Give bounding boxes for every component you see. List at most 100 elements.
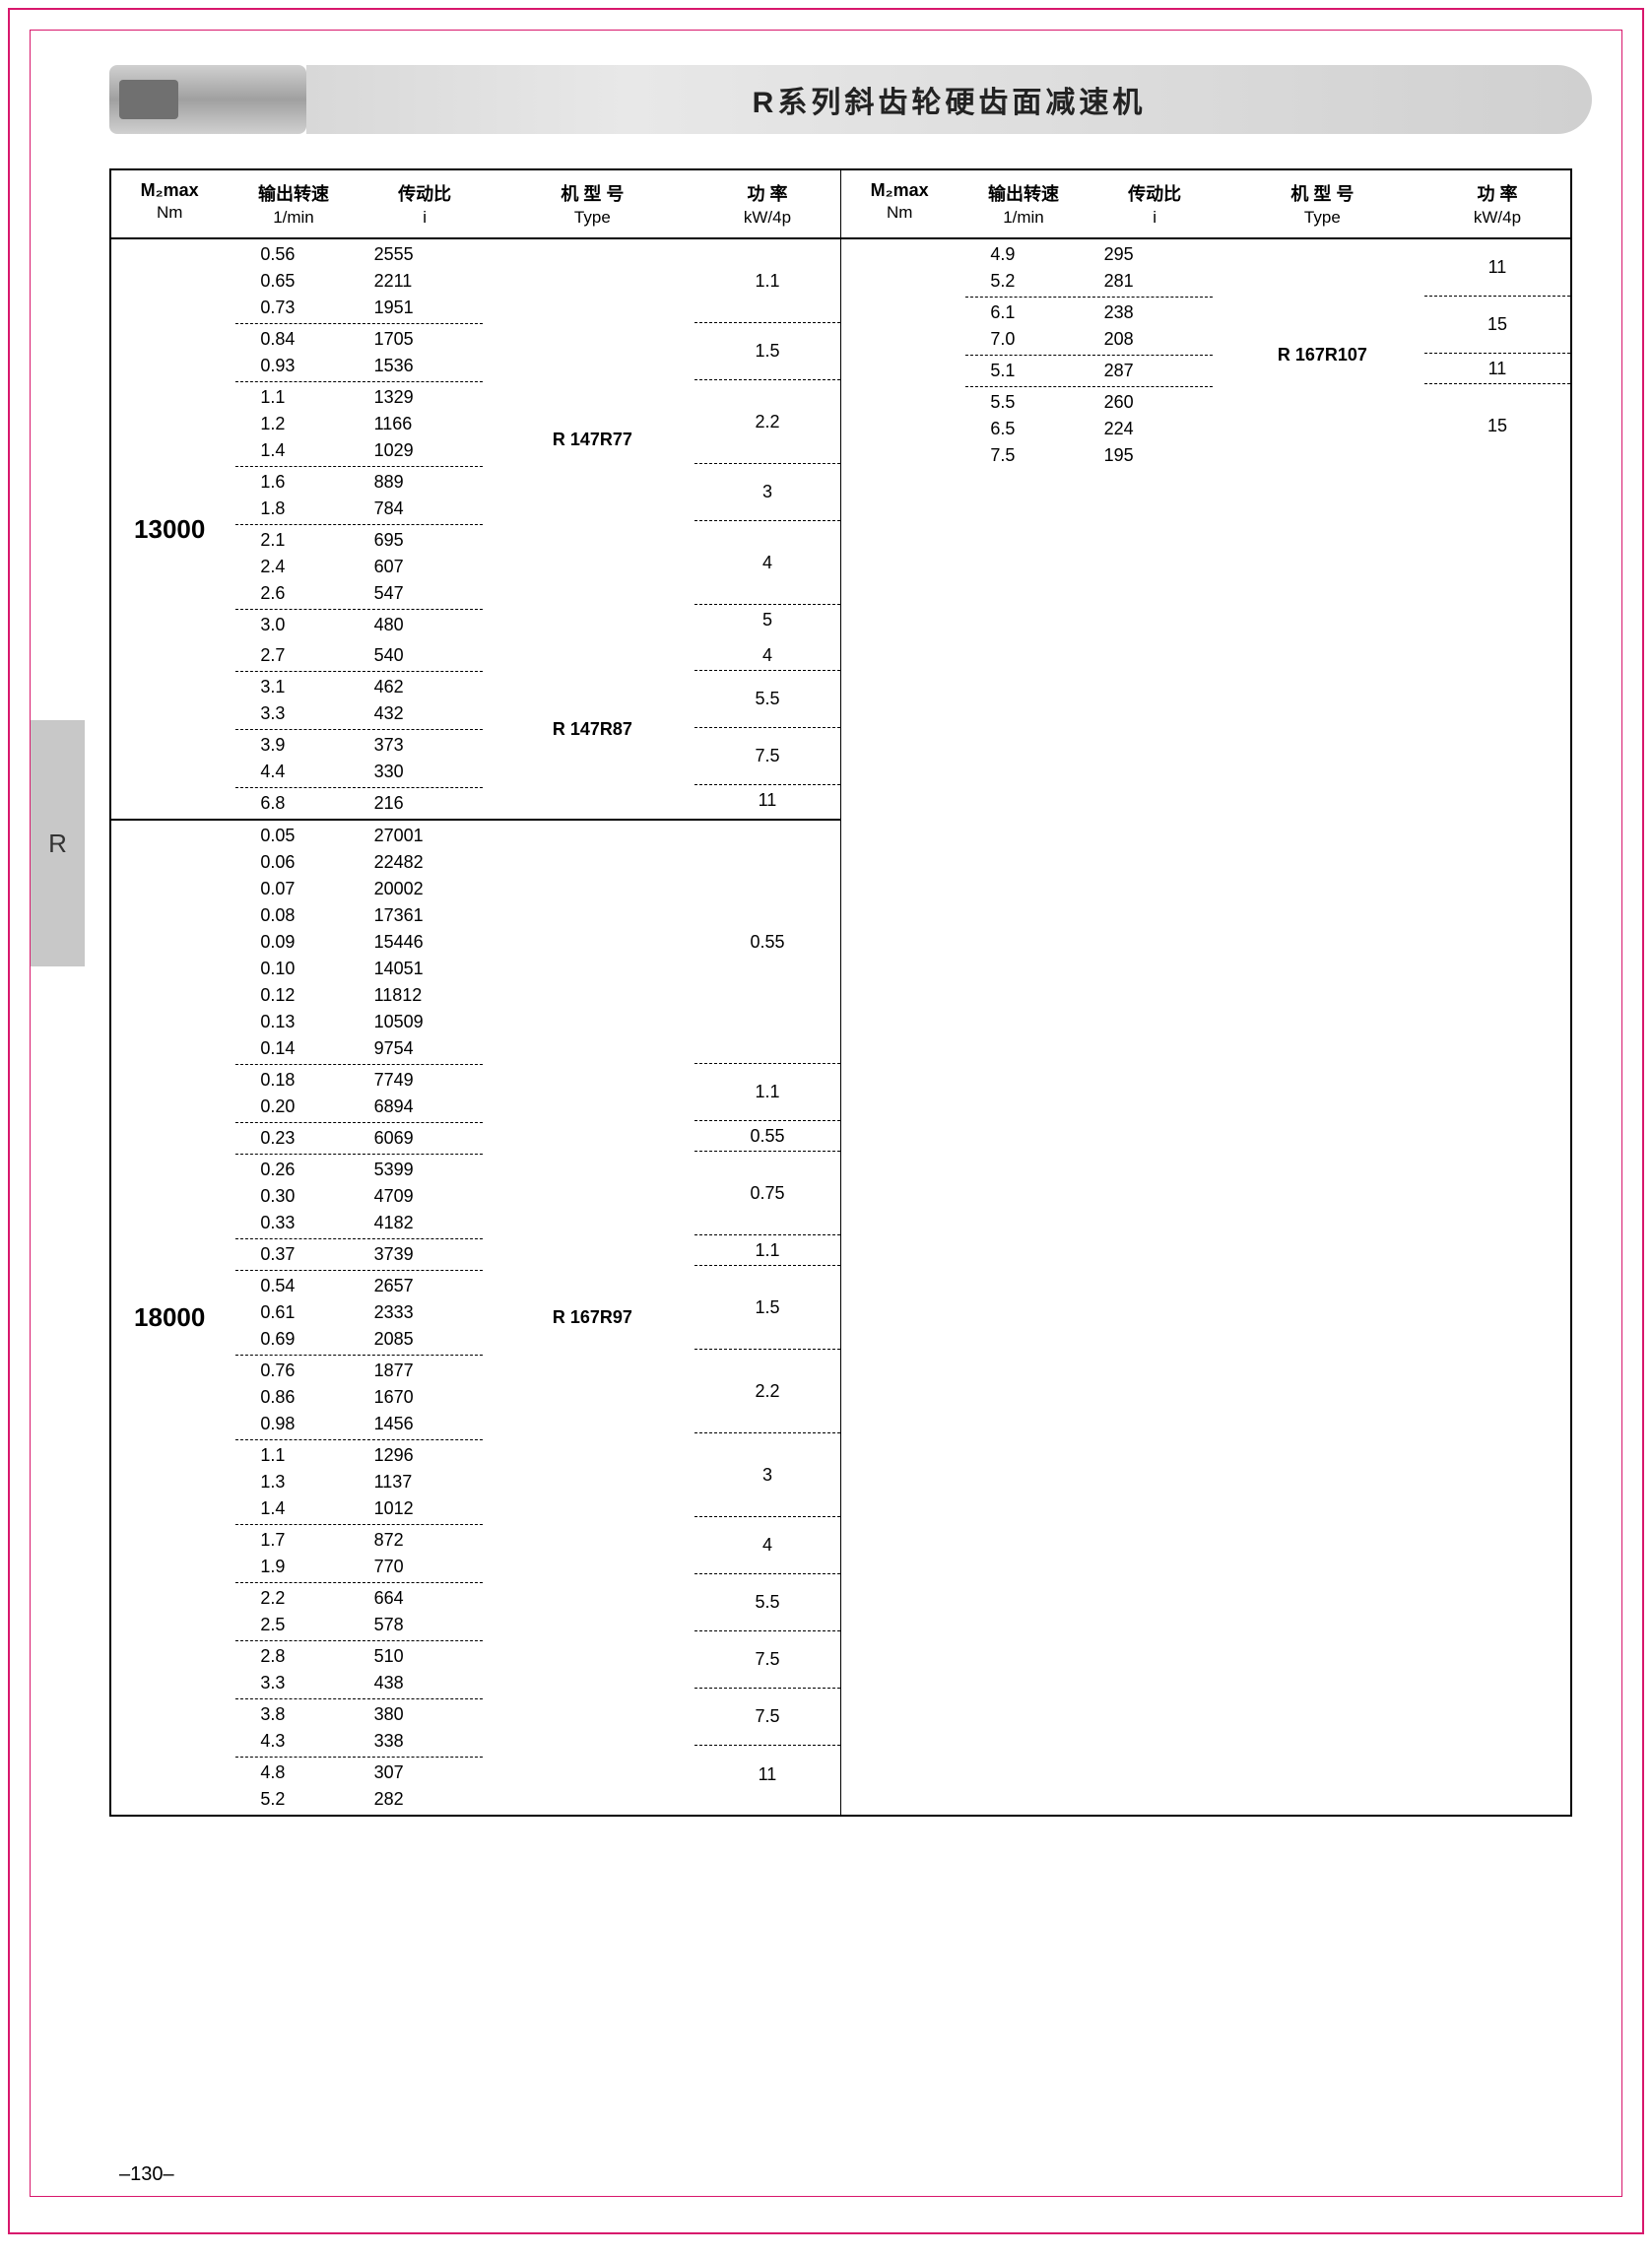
rpm-value: 0.05 — [235, 823, 359, 849]
data-row: 0.1211812 — [235, 982, 482, 1009]
rpm-value: 0.37 — [235, 1241, 359, 1268]
rpm-value: 0.84 — [235, 326, 359, 353]
ratio-value: 7749 — [360, 1067, 483, 1094]
kw-value: 5.5 — [694, 1574, 840, 1631]
ratio-value: 1877 — [360, 1358, 483, 1384]
pair-group: 3.93734.4330 — [235, 730, 482, 788]
outer-border: R系列斜齿轮硬齿面减速机 R M₂maxNm 输出转速1/min 传动比i 机 … — [8, 8, 1644, 2234]
data-row: 0.236069 — [235, 1125, 482, 1152]
ratio-value: 17361 — [360, 902, 483, 929]
data-row: 0.542657 — [235, 1273, 482, 1299]
ratio-value: 10509 — [360, 1009, 483, 1035]
data-row: 0.1014051 — [235, 956, 482, 982]
torque-block: 130000.5625550.6522110.7319510.8417050.9… — [111, 239, 840, 821]
rpm-value: 0.23 — [235, 1125, 359, 1152]
pair-group: 2.85103.3438 — [235, 1641, 482, 1699]
kw-value: 15 — [1424, 297, 1570, 354]
type-group: 0.5625550.6522110.7319510.8417050.931536… — [228, 239, 840, 640]
ratio-value: 1670 — [360, 1384, 483, 1411]
hdr-type-r: 机 型 号 — [1290, 184, 1354, 204]
ratio-value: 3739 — [360, 1241, 483, 1268]
rpm-value: 1.8 — [235, 496, 359, 522]
hdr-type-sub-r: Type — [1224, 208, 1421, 228]
ratio-value: 1329 — [360, 384, 483, 411]
kw-value: 4 — [694, 640, 840, 671]
kw-value: 4 — [694, 521, 840, 605]
page-number: –130– — [119, 2163, 174, 2186]
pair-group: 0.7618770.8616700.981456 — [235, 1356, 482, 1440]
inner-border: R系列斜齿轮硬齿面减速机 R M₂maxNm 输出转速1/min 传动比i 机 … — [30, 30, 1622, 2197]
rpm-value: 2.8 — [235, 1643, 359, 1670]
kw-column: 11151115 — [1424, 239, 1570, 471]
ratio-value: 540 — [360, 642, 483, 669]
kw-value: 7.5 — [694, 1631, 840, 1689]
data-row: 0.149754 — [235, 1035, 482, 1062]
ratio-value: 295 — [1090, 241, 1213, 268]
kw-value: 7.5 — [694, 728, 840, 785]
data-row: 0.931536 — [235, 353, 482, 379]
ratio-value: 9754 — [360, 1035, 483, 1062]
data-row: 2.2664 — [235, 1585, 482, 1612]
hdr-power-sub-r: kW/4p — [1428, 208, 1566, 228]
rpm-value: 1.2 — [235, 411, 359, 437]
rpm-value: 0.12 — [235, 982, 359, 1009]
type-value: R 167R107 — [1221, 239, 1424, 471]
rpm-value: 1.1 — [235, 1442, 359, 1469]
kw-value: 5.5 — [694, 671, 840, 728]
pair-group: 6.8216 — [235, 788, 482, 819]
hdr-rpm: 输出转速 — [258, 184, 329, 204]
rpm-value: 4.3 — [235, 1728, 359, 1755]
data-row: 1.21166 — [235, 411, 482, 437]
ratio-value: 4182 — [360, 1210, 483, 1236]
data-row: 0.373739 — [235, 1241, 482, 1268]
ratio-value: 664 — [360, 1585, 483, 1612]
table-body: 130000.5625550.6522110.7319510.8417050.9… — [111, 239, 1570, 1815]
data-row: 5.1287 — [965, 358, 1212, 384]
kw-column: 1.11.52.2345 — [694, 239, 840, 640]
pair-group: 1.112961.311371.41012 — [235, 1440, 482, 1525]
ratio-value: 2555 — [360, 241, 483, 268]
type-value: R 167R97 — [491, 821, 694, 1815]
rpm-value: 6.5 — [965, 416, 1089, 442]
type-value: R 147R77 — [491, 239, 694, 640]
rpm-value: 3.9 — [235, 732, 359, 759]
data-row: 0.692085 — [235, 1326, 482, 1353]
data-row: 3.3438 — [235, 1670, 482, 1696]
m2-value: 13000 — [111, 239, 228, 819]
data-row: 4.3338 — [235, 1728, 482, 1755]
side-tab: R — [31, 720, 85, 966]
rpm-value: 5.2 — [965, 268, 1089, 295]
data-row: 2.1695 — [235, 527, 482, 554]
rpm-value: 1.3 — [235, 1469, 359, 1495]
hdr-ratio-sub-r: i — [1093, 208, 1217, 228]
ratio-value: 510 — [360, 1643, 483, 1670]
ratio-value: 2333 — [360, 1299, 483, 1326]
rpm-value: 2.5 — [235, 1612, 359, 1638]
data-row: 0.841705 — [235, 326, 482, 353]
data-row: 3.8380 — [235, 1701, 482, 1728]
kw-value: 2.2 — [694, 1350, 840, 1433]
pair-group: 0.236069 — [235, 1123, 482, 1155]
title-gradient: R系列斜齿轮硬齿面减速机 — [306, 65, 1592, 134]
ratio-value: 27001 — [360, 823, 483, 849]
hdr-m2max-sub: Nm — [115, 203, 224, 223]
data-row: 0.981456 — [235, 1411, 482, 1437]
data-row: 2.5578 — [235, 1612, 482, 1638]
rpm-value: 0.73 — [235, 295, 359, 321]
hdr-power: 功 率 — [747, 184, 787, 204]
ratio-value: 695 — [360, 527, 483, 554]
kw-value: 0.55 — [694, 1121, 840, 1152]
hdr-m2max-r: M₂max — [871, 180, 929, 200]
ratio-value: 462 — [360, 674, 483, 700]
pair-group: 0.5426570.6123330.692085 — [235, 1271, 482, 1356]
data-row: 0.206894 — [235, 1094, 482, 1120]
data-row: 0.304709 — [235, 1183, 482, 1210]
ratio-value: 338 — [360, 1728, 483, 1755]
data-row: 1.8784 — [235, 496, 482, 522]
hdr-ratio-r: 传动比 — [1128, 184, 1181, 204]
kw-value: 0.55 — [694, 821, 840, 1064]
hdr-m2max: M₂max — [141, 180, 199, 200]
pair-group: 2.16952.46072.6547 — [235, 525, 482, 610]
rpm-value: 0.13 — [235, 1009, 359, 1035]
data-row: 3.9373 — [235, 732, 482, 759]
